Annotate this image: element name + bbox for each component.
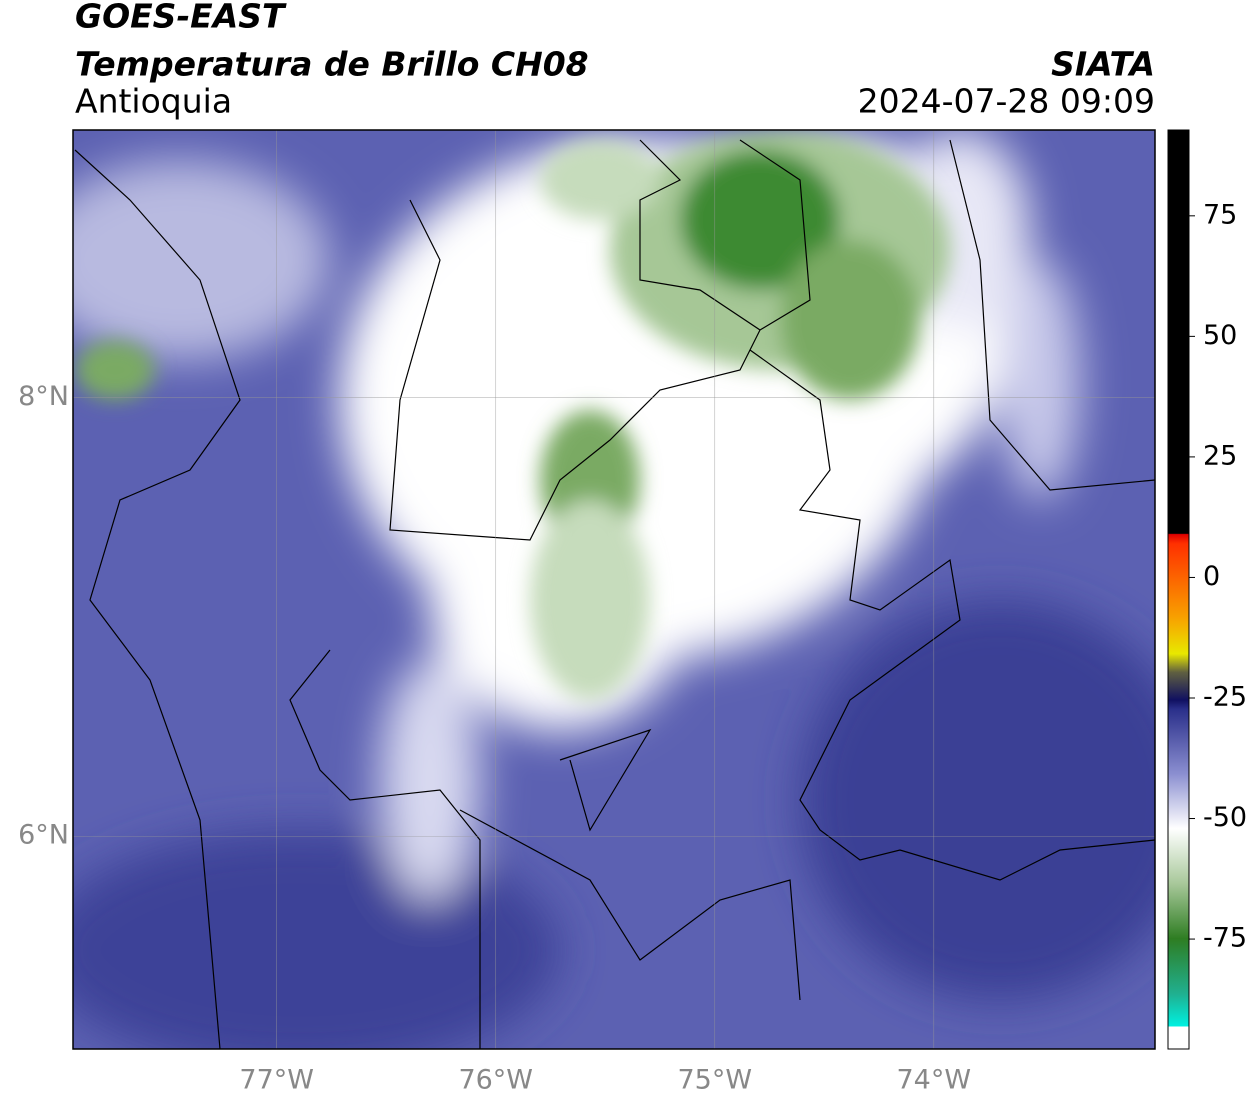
colorbar-tick-label: -25 [1203, 681, 1247, 712]
agency: SIATA [1051, 45, 1155, 84]
border [74, 139, 1155, 1049]
colorbar-tick-label: 50 [1203, 320, 1237, 351]
x-tick-label: 74°W [897, 1065, 972, 1096]
colorbar-tick-label: -75 [1203, 923, 1247, 954]
title: GOES-EAST [75, 0, 287, 36]
map-frame [72, 129, 1156, 1050]
y-tick-label: 8°N [18, 381, 69, 412]
colorbar-tick-label: 75 [1203, 199, 1237, 230]
x-tick-label: 77°W [239, 1065, 314, 1096]
title: Temperatura de Brillo CH08 [75, 45, 589, 84]
y-tick-label: 6°N [18, 820, 69, 851]
colorbar-tick-label: 25 [1203, 440, 1237, 471]
colorbar-tick-label: 0 [1203, 561, 1220, 592]
satellite-field [73, 130, 1155, 1049]
x-tick-label: 76°W [458, 1065, 533, 1096]
subtitle: Antioquia [75, 82, 232, 121]
datetime: 2024-07-28 09:09 [858, 82, 1155, 121]
x-tick-label: 75°W [677, 1065, 752, 1096]
colorbar [1167, 129, 1190, 1050]
colorbar-tick-label: -50 [1203, 802, 1247, 833]
